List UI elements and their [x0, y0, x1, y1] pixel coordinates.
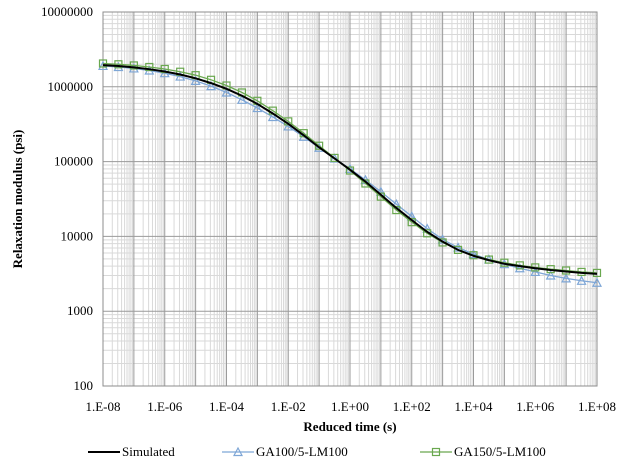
legend: Simulated GA100/5-LM100 GA150/5-LM100 — [88, 444, 546, 459]
major-gridlines — [102, 11, 598, 387]
data-point — [453, 245, 463, 254]
data-point — [145, 62, 154, 72]
data-point — [561, 273, 572, 283]
legend-item: Simulated — [88, 444, 175, 459]
series-layer — [98, 59, 602, 287]
x-tick-label: 1.E-04 — [209, 399, 245, 414]
x-tick-label: 1.E+06 — [516, 399, 555, 414]
data-point — [190, 75, 201, 85]
legend-item: GA100/5-LM100 — [222, 444, 348, 459]
legend-label: GA150/5-LM100 — [454, 444, 546, 459]
legend-swatch-marker — [233, 446, 243, 457]
legend-label: GA100/5-LM100 — [256, 444, 348, 459]
data-point — [175, 71, 186, 81]
data-point — [221, 87, 232, 97]
data-point — [530, 266, 541, 277]
data-point — [330, 153, 339, 163]
data-point — [206, 80, 217, 91]
series-0 — [102, 64, 598, 275]
data-point — [453, 242, 464, 252]
y-tick-label: 1000000 — [48, 79, 94, 94]
x-tick-label: 1.E+00 — [331, 399, 369, 414]
data-point — [468, 248, 479, 259]
data-point — [592, 277, 602, 287]
data-point — [129, 61, 138, 70]
data-point — [98, 59, 108, 68]
y-tick-label: 100 — [74, 378, 94, 393]
data-point — [576, 275, 587, 285]
series-line — [102, 64, 598, 275]
data-point — [345, 166, 355, 175]
y-axis-tick-labels: 100 1000 10000 100000 1000000 10000000 — [41, 4, 93, 393]
data-point — [114, 60, 123, 69]
data-point — [236, 94, 247, 104]
x-axis-title: Reduced time (s) — [303, 419, 396, 434]
x-tick-label: 1.E-02 — [271, 399, 306, 414]
plot-area-border — [102, 11, 598, 387]
data-point — [545, 270, 556, 280]
x-axis-tick-labels: 1.E-08 1.E-06 1.E-04 1.E-02 1.E+00 1.E+02 1.E+… — [85, 399, 616, 414]
data-point — [514, 262, 525, 273]
x-tick-label: 1.E-06 — [147, 399, 183, 414]
legend-label: Simulated — [122, 444, 175, 459]
y-tick-label: 1000 — [67, 303, 93, 318]
x-tick-label: 1.E+08 — [578, 399, 616, 414]
legend-item: GA150/5-LM100 — [420, 444, 546, 459]
data-point — [252, 102, 263, 113]
y-tick-label: 10000000 — [41, 4, 93, 19]
x-tick-label: 1.E+04 — [454, 399, 493, 414]
x-tick-label: 1.E-08 — [85, 399, 120, 414]
legend-swatch-marker — [431, 447, 441, 457]
data-point — [267, 111, 278, 122]
y-tick-label: 100000 — [54, 154, 93, 169]
y-tick-label: 10000 — [61, 228, 94, 243]
x-tick-label: 1.E+02 — [393, 399, 431, 414]
y-axis-title: Relaxation modulus (psi) — [10, 130, 25, 269]
